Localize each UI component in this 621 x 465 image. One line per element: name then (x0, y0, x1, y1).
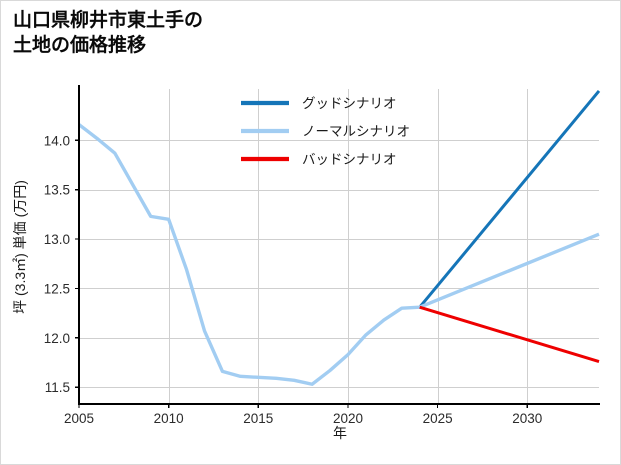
y-tick-label: 12.0 (44, 331, 70, 346)
y-tick-label: 14.0 (44, 133, 70, 148)
series-line-0 (418, 90, 601, 309)
y-tick-label: 13.5 (44, 183, 70, 198)
legend-label-2: バッドシナリオ (302, 152, 397, 167)
legend-label-1: ノーマルシナリオ (302, 124, 410, 139)
x-tick-label: 2005 (64, 411, 94, 426)
series-line-2 (419, 305, 600, 363)
y-axis-title: 坪 (3.3㎡) 単価 (万円) (12, 180, 28, 314)
axis-spines (77, 85, 600, 406)
x-tick-label: 2030 (512, 411, 542, 426)
x-tick-label: 2025 (423, 411, 453, 426)
y-tick-label: 11.5 (45, 380, 70, 395)
x-axis-tick-labels: 2005 2010 2015 2020 2025 2030 (64, 404, 542, 426)
x-axis-title: 年 (333, 425, 347, 441)
x-tick-label: 2010 (154, 411, 184, 426)
chart-title: 山口県柳井市東土手の 土地の価格推移 (13, 10, 204, 56)
x-tick-label: 2020 (333, 411, 363, 426)
y-tick-label: 12.5 (44, 281, 70, 296)
legend-label-0: グッドシナリオ (302, 96, 397, 111)
y-axis-tick-labels: 11.5 12.0 12.5 13.0 13.5 14.0 (44, 133, 79, 395)
series-line-1 (77, 123, 600, 386)
y-tick-label: 13.0 (44, 232, 70, 247)
x-tick-label: 2015 (243, 411, 273, 426)
data-series-group (77, 90, 601, 386)
